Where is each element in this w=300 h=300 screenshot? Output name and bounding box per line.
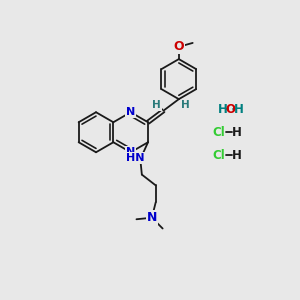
Text: H: H xyxy=(152,100,161,110)
Text: O: O xyxy=(173,40,184,53)
Text: H: H xyxy=(232,149,242,162)
Text: Cl: Cl xyxy=(213,149,226,162)
Text: H: H xyxy=(232,126,242,139)
Text: N: N xyxy=(126,107,135,117)
Text: N: N xyxy=(147,211,157,224)
Text: H: H xyxy=(218,103,228,116)
Text: O: O xyxy=(226,103,236,116)
Text: HN: HN xyxy=(126,153,145,163)
Text: H: H xyxy=(182,100,190,110)
Text: H: H xyxy=(233,103,243,116)
Text: Cl: Cl xyxy=(213,126,226,139)
Text: N: N xyxy=(126,147,135,157)
